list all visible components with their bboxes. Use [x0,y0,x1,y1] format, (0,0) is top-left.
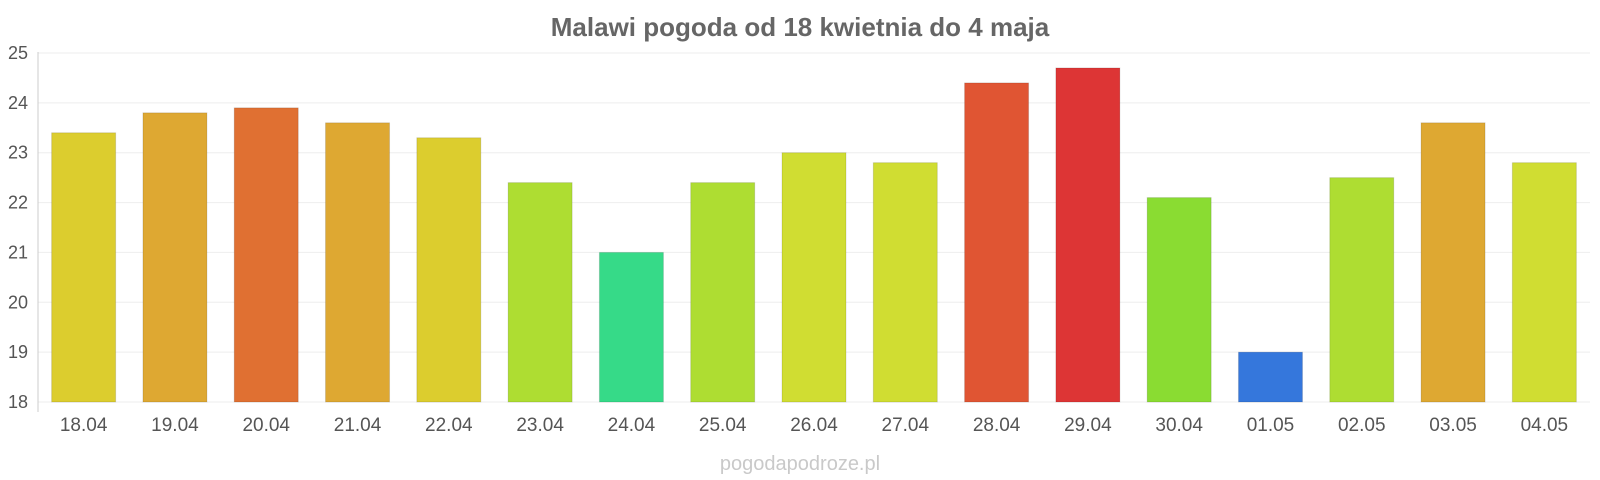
bar [781,152,847,403]
x-tick-label: 28.04 [973,415,1021,436]
bar [233,107,299,403]
bar [1420,122,1486,403]
y-tick-label: 25 [8,43,28,63]
x-tick-label: 21.04 [334,415,382,436]
x-tick-label: 30.04 [1155,415,1203,436]
bar [1237,351,1303,403]
bar [325,122,391,403]
x-tick-label: 23.04 [516,415,564,436]
x-tick-label: 04.05 [1521,415,1569,436]
y-tick-label: 18 [8,392,28,412]
bar [416,137,482,403]
y-tick-label: 24 [8,93,28,113]
x-tick-label: 25.04 [699,415,747,436]
x-tick-label: 19.04 [151,415,199,436]
y-tick-label: 22 [8,193,28,213]
x-tick-label: 27.04 [882,415,930,436]
bar [690,182,756,403]
bar [1511,162,1577,403]
x-tick-label: 26.04 [790,415,838,436]
x-tick-label: 18.04 [60,415,108,436]
bar [1146,197,1212,403]
watermark: pogodapodroze.pl [720,453,880,475]
bars [51,67,1577,403]
bar [1329,177,1395,403]
y-axis: 18 19 20 21 22 23 24 25 [8,43,39,412]
bar [142,112,208,403]
x-tick-label: 03.05 [1429,415,1477,436]
x-tick-label: 29.04 [1064,415,1112,436]
x-tick-label: 24.04 [608,415,656,436]
bar [872,162,938,403]
x-tick-label: 22.04 [425,415,473,436]
bar [507,182,573,403]
y-tick-label: 19 [8,342,28,362]
chart-title: Malawi pogoda od 18 kwietnia do 4 maja [551,12,1050,42]
x-axis: 18.04 19.04 20.04 21.04 22.04 23.04 24.04 25.04… [60,415,1568,436]
bar [51,132,117,403]
x-tick-label: 20.04 [242,415,290,436]
bar [598,251,664,403]
y-tick-label: 21 [8,242,28,262]
y-tick-label: 20 [8,292,28,312]
bar [1055,67,1121,403]
bar [964,82,1030,403]
x-tick-label: 02.05 [1338,415,1386,436]
y-tick-label: 23 [8,143,28,163]
x-tick-label: 01.05 [1247,415,1295,436]
